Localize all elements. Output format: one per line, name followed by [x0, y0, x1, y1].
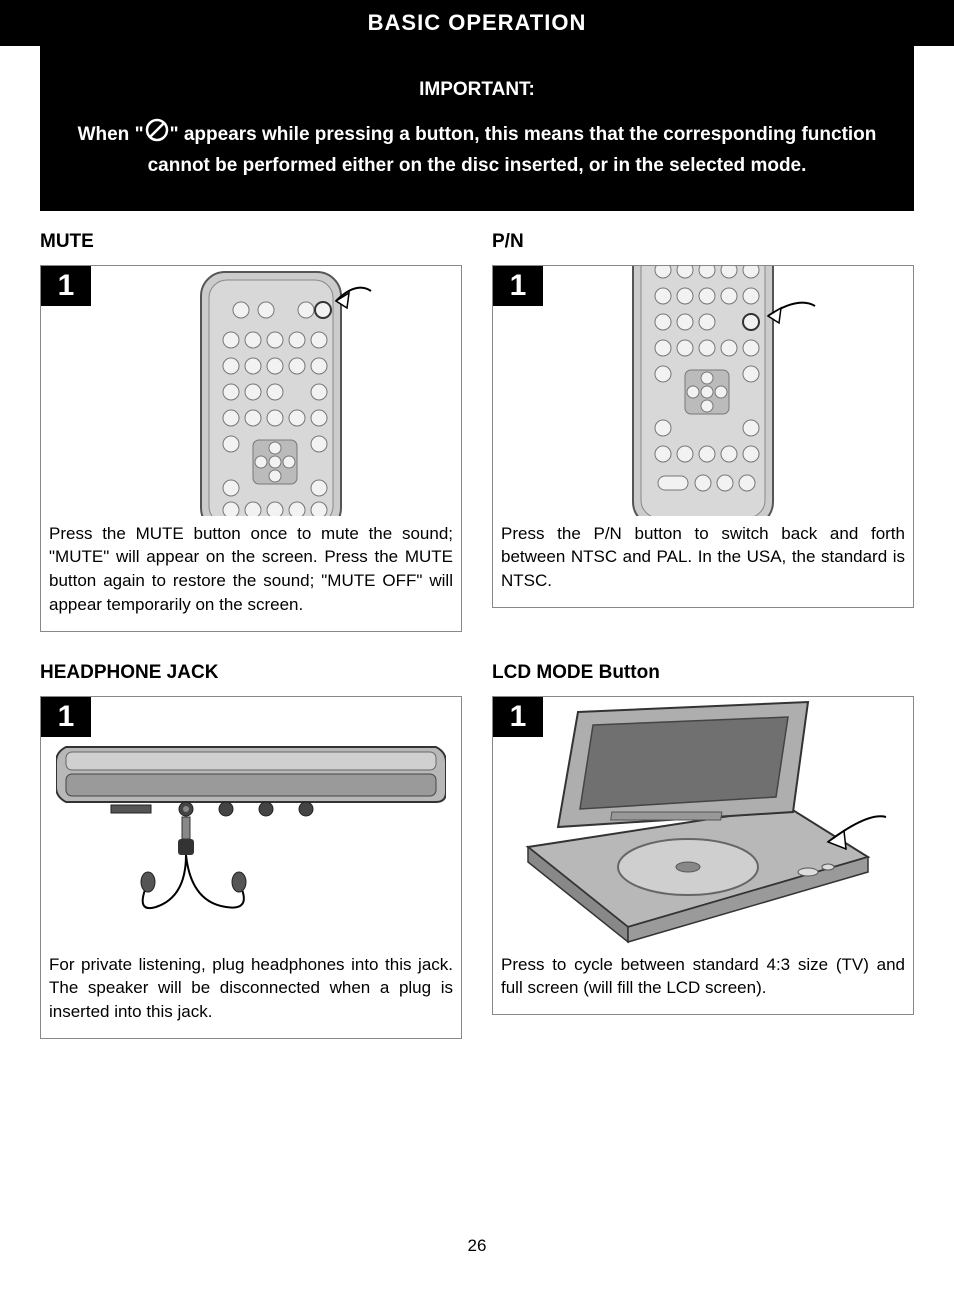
section-pn: P/N 1	[492, 231, 914, 632]
step-badge: 1	[493, 697, 543, 737]
heading-headphone: HEADPHONE JACK	[40, 662, 462, 684]
page-number: 26	[0, 1236, 954, 1256]
section-lcd: LCD MODE Button 1	[492, 662, 914, 1039]
important-text: When " " appears while pressing a button…	[58, 117, 896, 181]
caption-lcd: Press to cycle between standard 4:3 size…	[493, 947, 913, 1015]
panel-lcd: 1	[492, 696, 914, 1016]
panel-mute: 1	[40, 265, 462, 632]
content-grid: MUTE 1	[0, 231, 954, 1040]
important-title: IMPORTANT:	[58, 76, 896, 105]
step-badge: 1	[41, 697, 91, 737]
heading-mute: MUTE	[40, 231, 462, 253]
header-bar: BASIC OPERATION	[0, 0, 954, 46]
section-mute: MUTE 1	[40, 231, 462, 632]
illustration-device-lcd	[493, 697, 913, 947]
caption-mute: Press the MUTE button once to mute the s…	[41, 516, 461, 631]
header-title: BASIC OPERATION	[368, 10, 587, 35]
important-text-before: When "	[78, 123, 144, 144]
important-text-after: " appears while pressing a button, this …	[148, 123, 877, 176]
heading-lcd: LCD MODE Button	[492, 662, 914, 684]
caption-pn: Press the P/N button to switch back and …	[493, 516, 913, 607]
illustration-remote-mute	[41, 266, 461, 516]
panel-pn: 1	[492, 265, 914, 608]
heading-pn: P/N	[492, 231, 914, 253]
important-box: IMPORTANT: When " " appears while pressi…	[40, 46, 914, 211]
illustration-device-headphone	[41, 697, 461, 947]
prohibit-icon	[144, 117, 170, 153]
panel-headphone: 1	[40, 696, 462, 1039]
step-badge: 1	[41, 266, 91, 306]
illustration-remote-pn	[493, 266, 913, 516]
section-headphone: HEADPHONE JACK 1	[40, 662, 462, 1039]
caption-headphone: For private listening, plug headphones i…	[41, 947, 461, 1038]
step-badge: 1	[493, 266, 543, 306]
